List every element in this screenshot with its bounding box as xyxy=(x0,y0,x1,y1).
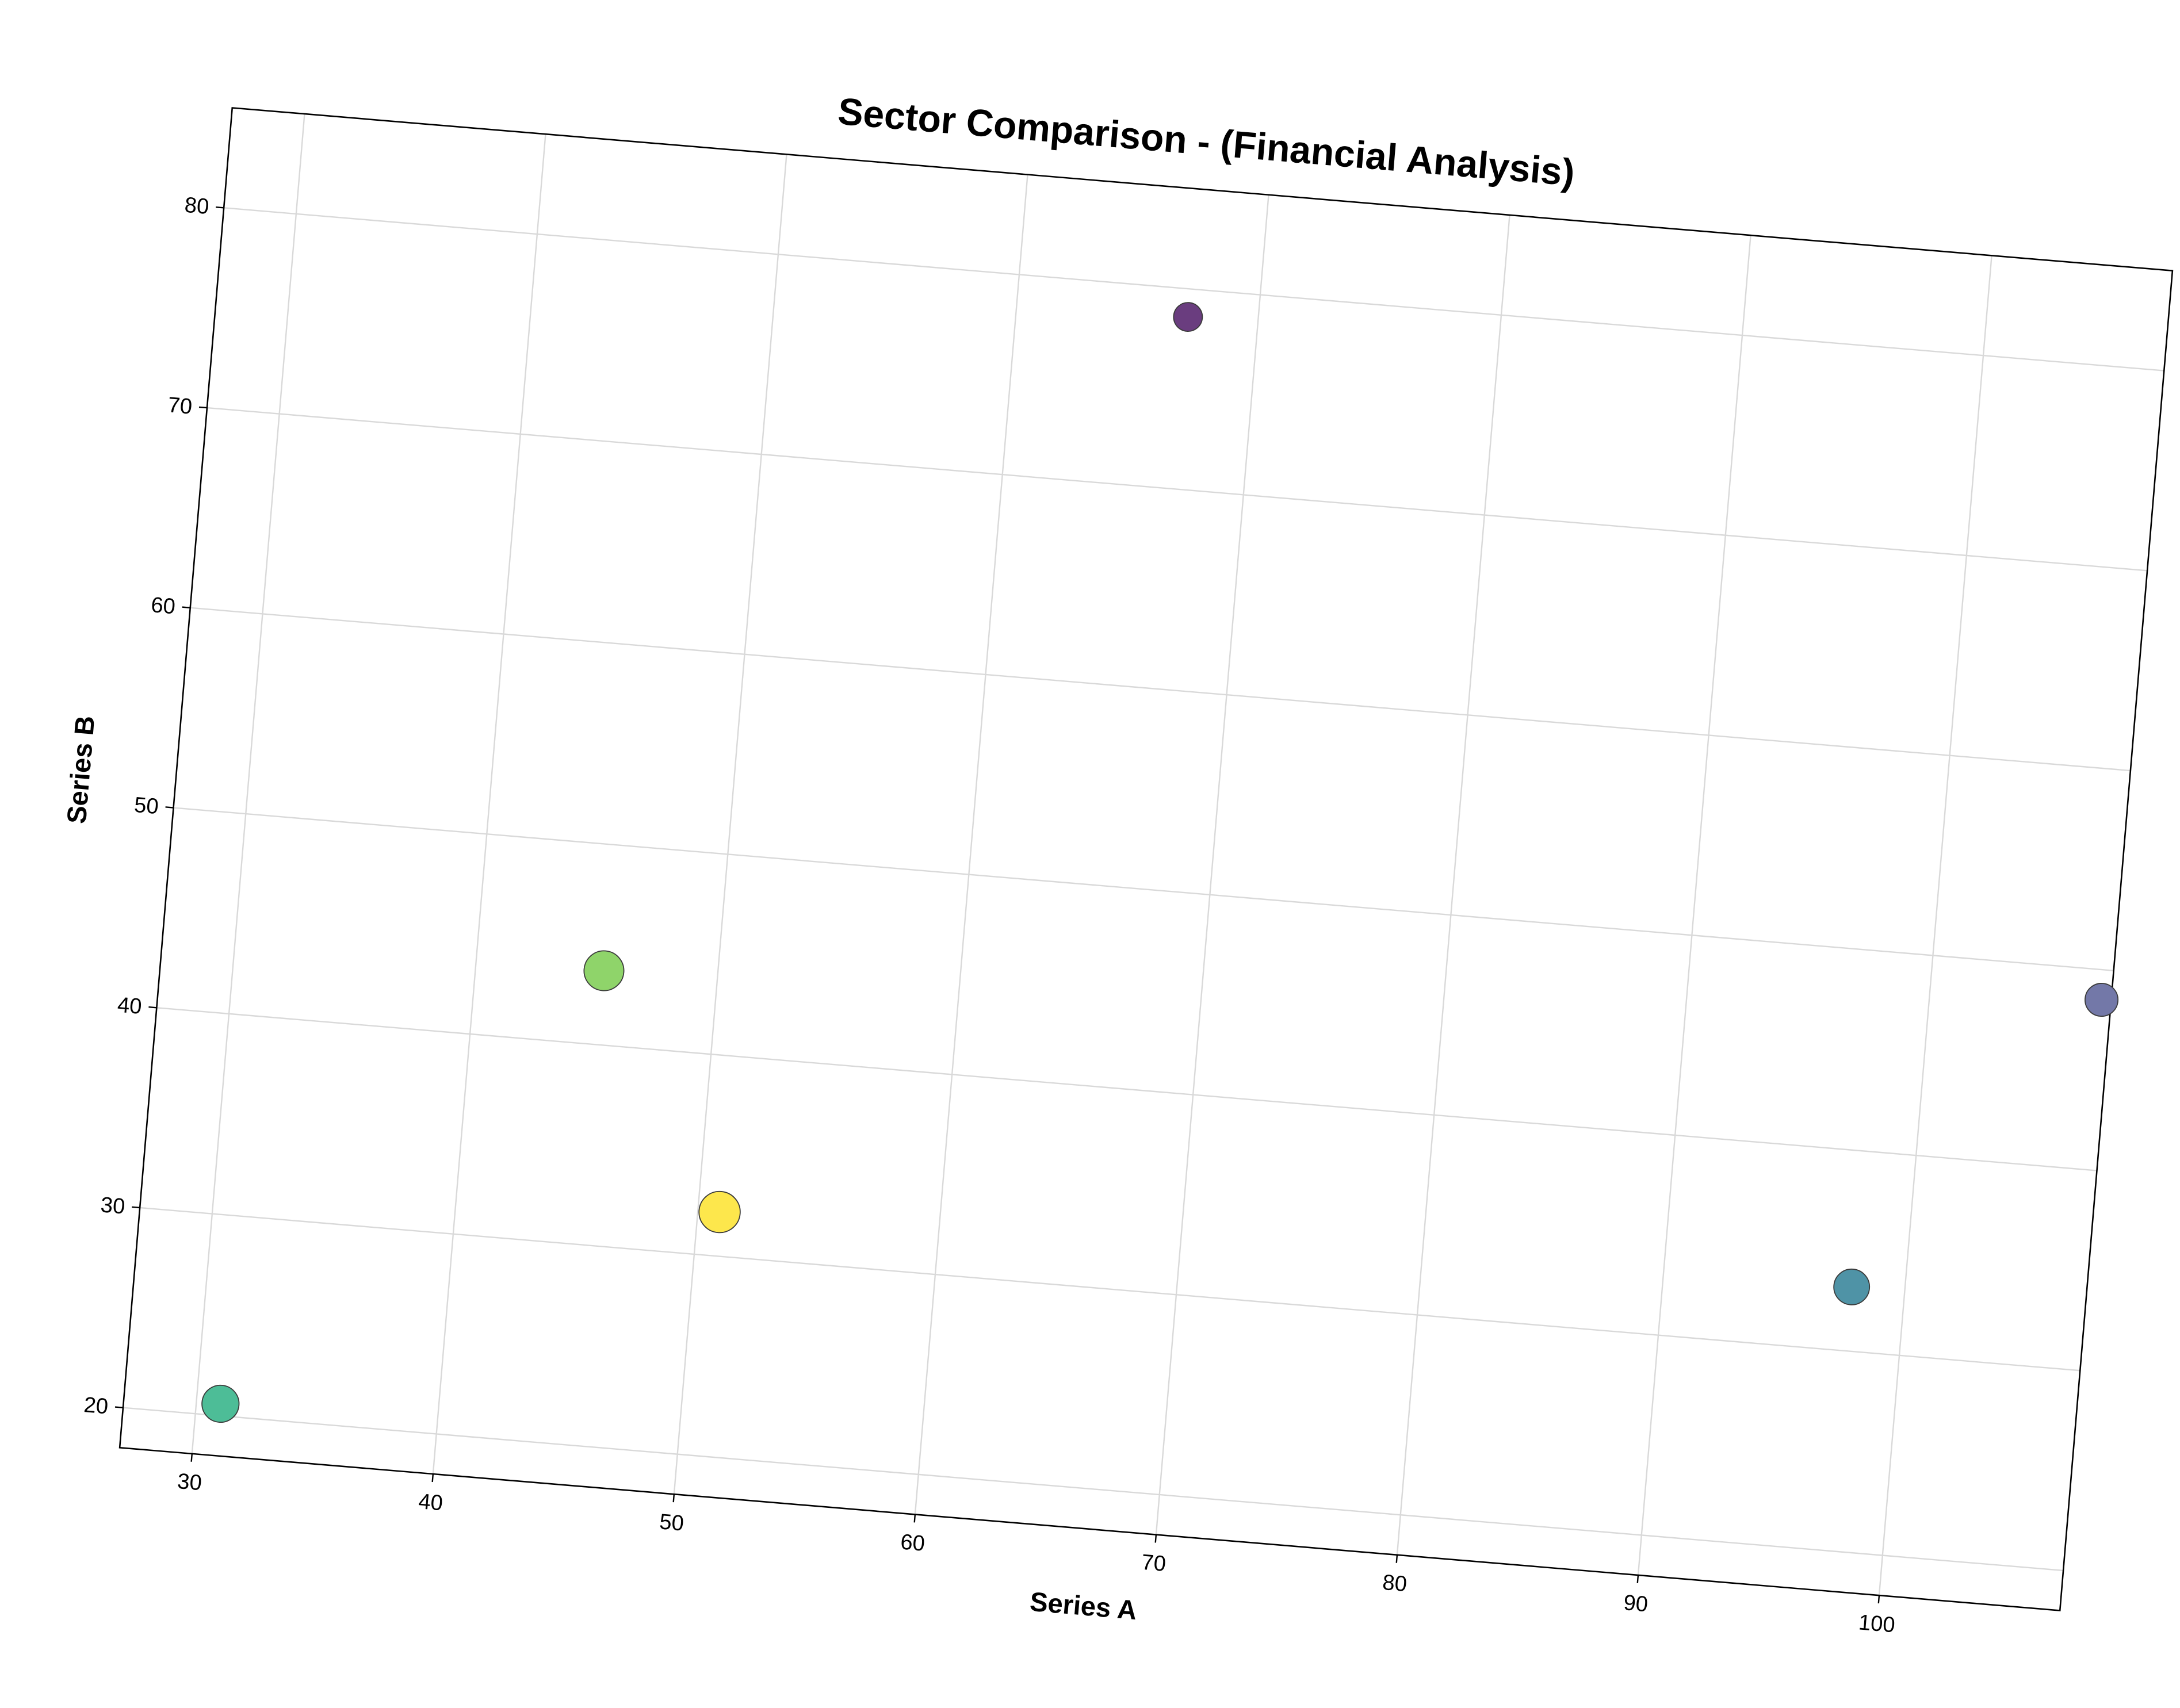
y-tick-mark-20 xyxy=(114,1406,124,1408)
x-axis-label: Series A xyxy=(1028,1586,1138,1625)
y-tick-mark-70 xyxy=(198,406,208,409)
y-tick-label-20: 20 xyxy=(83,1393,109,1419)
data-point-4 xyxy=(583,950,625,991)
x-tick-label-40: 40 xyxy=(418,1489,444,1515)
y-tick-mark-60 xyxy=(182,606,190,608)
y-tick-label-50: 50 xyxy=(133,793,160,819)
x-tick-label-90: 90 xyxy=(1623,1591,1649,1617)
plot-frame xyxy=(118,107,2174,1611)
x-grid-line-80 xyxy=(1396,215,1510,1555)
x-grid-line-50 xyxy=(673,154,787,1495)
x-tick-label-60: 60 xyxy=(900,1530,926,1556)
y-tick-label-70: 70 xyxy=(167,393,193,419)
y-grid-line-40 xyxy=(156,1007,2097,1171)
data-point-2 xyxy=(2085,983,2119,1017)
x-grid-line-60 xyxy=(914,174,1028,1515)
x-grid-line-30 xyxy=(191,113,305,1454)
y-tick-label-40: 40 xyxy=(116,993,143,1019)
y-axis-label: Series B xyxy=(61,714,101,825)
y-grid-line-30 xyxy=(140,1207,2080,1372)
x-tick-label-80: 80 xyxy=(1382,1571,1408,1596)
x-grid-line-100 xyxy=(1878,255,1992,1596)
y-grid-line-60 xyxy=(190,607,2131,772)
y-tick-mark-40 xyxy=(148,1006,157,1009)
y-tick-mark-30 xyxy=(132,1206,140,1209)
x-tick-label-100: 100 xyxy=(1857,1610,1896,1637)
chart-title: Sector Comparison - (Financial Analysis) xyxy=(836,90,1577,194)
data-point-5 xyxy=(698,1190,741,1234)
x-tick-label-30: 30 xyxy=(177,1469,203,1495)
x-grid-line-40 xyxy=(432,134,546,1475)
axis-ticks: 30 40 50 60 70 80 90 100 20 30 40 50 60 70 80 xyxy=(83,193,1896,1638)
y-tick-label-60: 60 xyxy=(150,593,177,619)
grid-lines xyxy=(123,113,2164,1596)
y-grid-line-70 xyxy=(206,407,2148,572)
x-grid-line-90 xyxy=(1637,235,1751,1576)
y-grid-line-50 xyxy=(173,807,2114,971)
y-grid-line-80 xyxy=(224,207,2164,372)
data-point-3 xyxy=(1833,1268,1871,1305)
data-points xyxy=(201,302,2119,1423)
x-grid-line-70 xyxy=(1155,194,1269,1535)
y-grid-line-20 xyxy=(123,1407,2064,1572)
data-point-1 xyxy=(1173,302,1203,332)
data-point-6 xyxy=(201,1384,240,1423)
x-tick-label-70: 70 xyxy=(1141,1550,1167,1576)
y-tick-label-80: 80 xyxy=(183,193,210,219)
y-tick-label-30: 30 xyxy=(100,1193,126,1219)
x-tick-label-50: 50 xyxy=(659,1510,685,1535)
rotated-plot-group: Sector Comparison - (Financial Analysis)… xyxy=(61,90,2174,1638)
y-tick-mark-80 xyxy=(216,206,224,209)
